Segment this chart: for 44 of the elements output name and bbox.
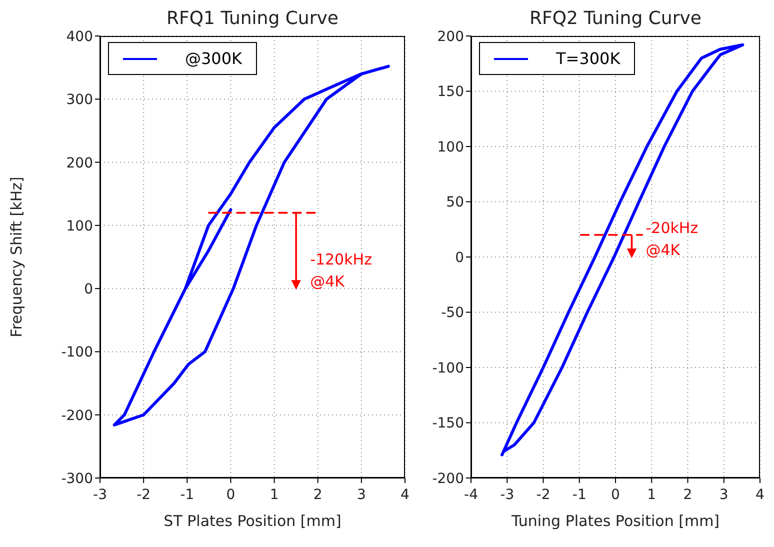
line-series	[500, 43, 744, 456]
x-tick-label: 4	[400, 486, 410, 503]
y-axis-title: Frequency Shift [kHz]	[7, 176, 26, 338]
x-tick-label: 1	[270, 486, 279, 503]
y-tick-label: 300	[66, 92, 93, 108]
y-tick-label: 150	[437, 84, 464, 100]
x-tick-label: -1	[572, 486, 586, 503]
chart-title: RFQ2 Tuning Curve	[528, 8, 702, 29]
legend-label: T=300K	[556, 49, 620, 68]
x-axis-title: ST Plates Position [mm]	[164, 512, 342, 530]
y-tick-label: -300	[61, 470, 93, 487]
x-tick-label: -3	[500, 486, 514, 503]
legend-label: @300K	[185, 49, 242, 68]
y-tick-label: 100	[66, 218, 93, 234]
x-tick-label: -3	[93, 486, 107, 503]
x-tick-label: -2	[536, 486, 550, 503]
y-tick-label: -150	[432, 416, 464, 432]
annotation: -20kHz @4K	[646, 219, 698, 259]
x-tick-label: -2	[136, 486, 151, 503]
y-tick-label: -200	[432, 470, 464, 487]
y-tick-label: 200	[66, 155, 93, 172]
y-tick-label: 100	[437, 139, 464, 156]
x-axis-title: Tuning Plates Position [mm]	[510, 512, 720, 530]
y-tick-label: -50	[441, 305, 464, 322]
chart-title: RFQ1 Tuning Curve	[166, 8, 340, 29]
x-tick-label: -4	[464, 486, 478, 503]
x-tick-label: 4	[756, 486, 765, 503]
x-tick-label: 1	[647, 486, 656, 503]
x-tick-label: 3	[719, 486, 728, 503]
x-tick-label: 2	[313, 486, 322, 503]
x-tick-label: 3	[356, 486, 366, 503]
y-tick-label: 0	[455, 250, 464, 266]
y-tick-label: -200	[61, 408, 93, 424]
annotation: -120kHz @4K	[310, 250, 372, 291]
y-tick-label: -100	[432, 360, 464, 376]
y-tick-label: 50	[446, 194, 464, 211]
y-tick-label: 0	[84, 282, 93, 298]
y-tick-label: -100	[61, 344, 93, 361]
y-tick-label: 400	[66, 28, 93, 45]
x-tick-label: 2	[683, 486, 692, 503]
x-tick-label: 0	[226, 486, 236, 503]
x-tick-label: 0	[611, 486, 620, 503]
y-tick-label: 200	[437, 28, 464, 45]
x-tick-label: -1	[180, 486, 194, 503]
